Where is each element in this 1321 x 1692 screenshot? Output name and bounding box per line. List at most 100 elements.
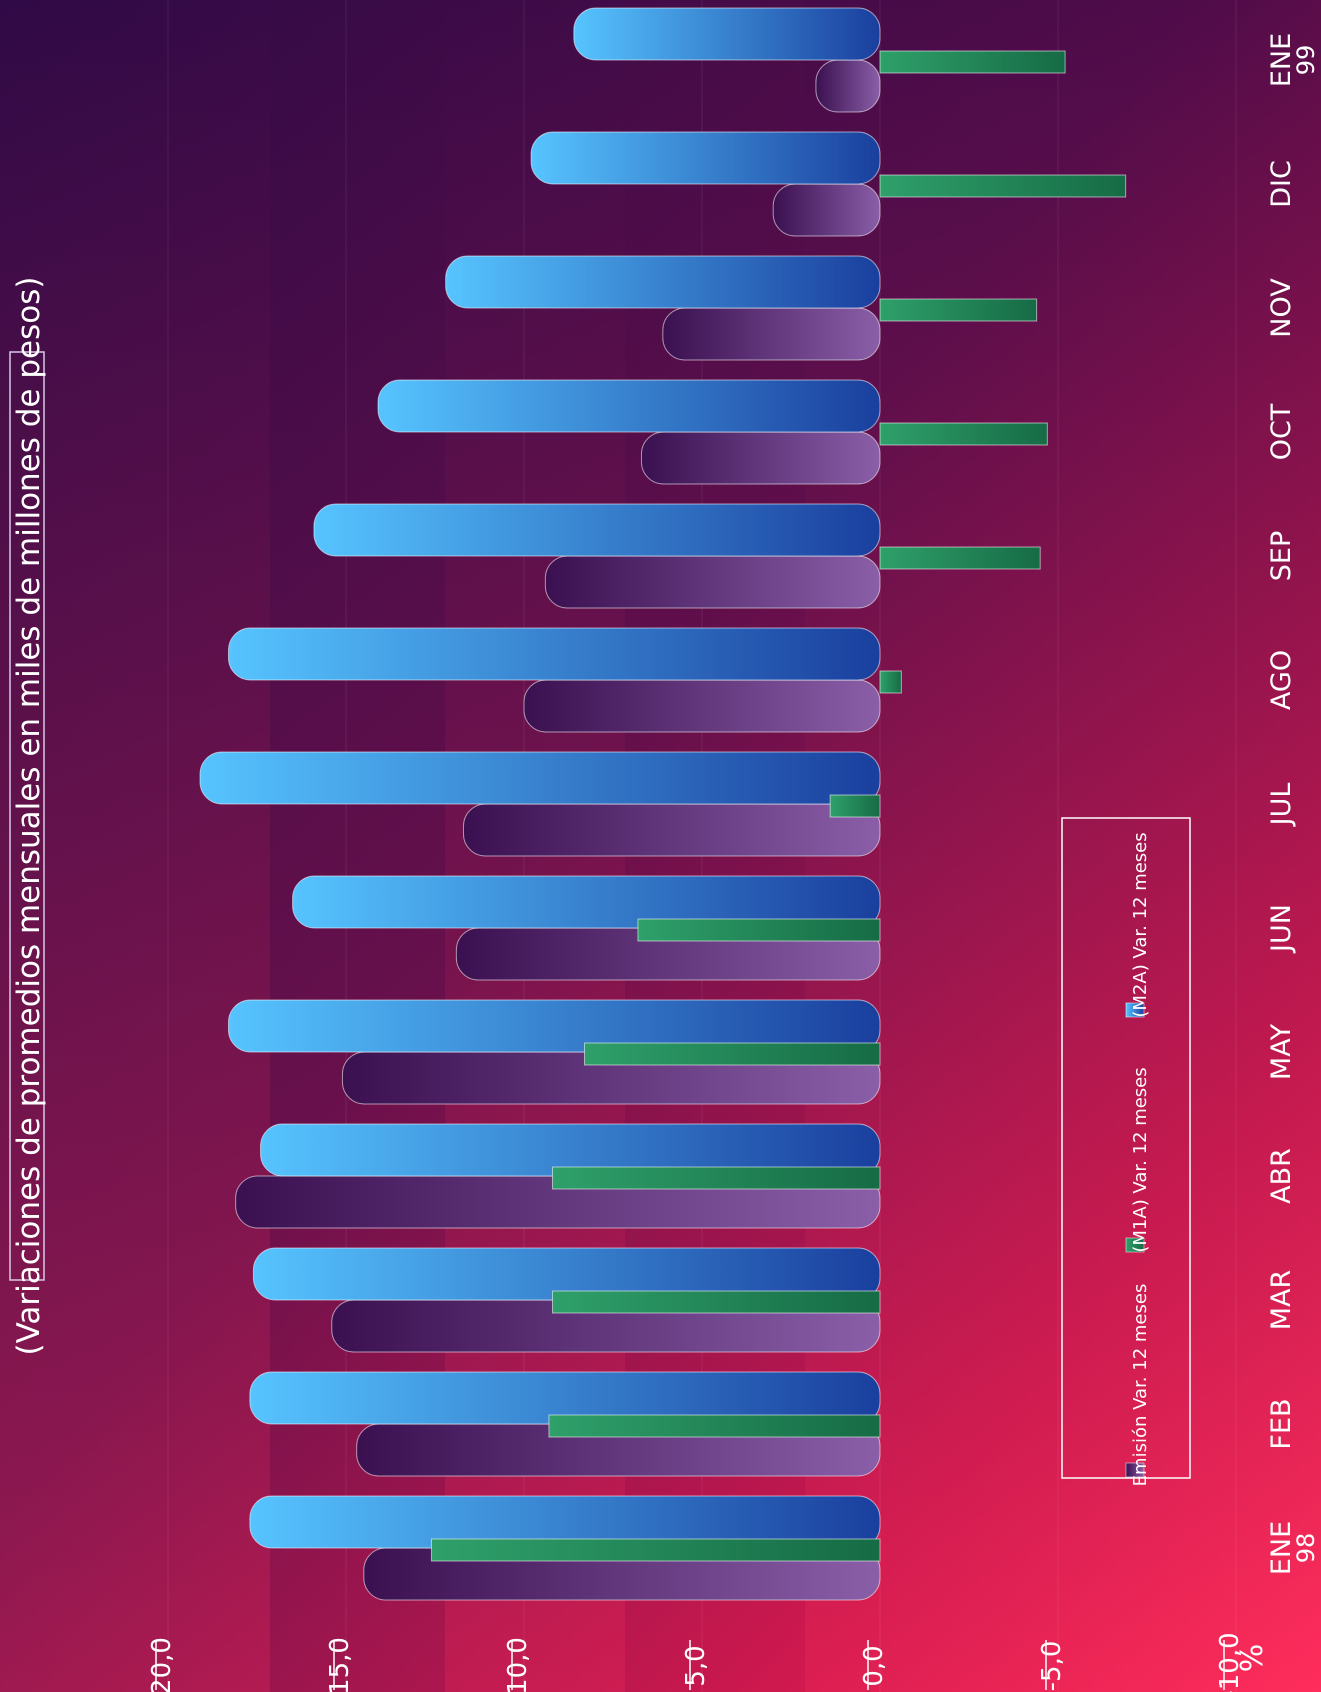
category-group-5 [292, 875, 881, 981]
tick-label-2: 0,0 [859, 1640, 889, 1690]
tick-label-text: 5,0 [681, 1645, 711, 1686]
bar--m2a-var-12-meses [228, 999, 881, 1053]
bar--m2a-var-12-meses [573, 7, 881, 61]
category-group-7 [228, 627, 902, 733]
category-group-9 [377, 379, 1048, 485]
tick-label-3: 5,0 [681, 1640, 711, 1690]
category-label-text: JUL [1266, 783, 1297, 828]
bar--m2a-var-12-meses [377, 379, 881, 433]
bar--m1a-var-12-meses [551, 1166, 881, 1190]
bar-emisi-n-var-12-meses [772, 183, 881, 237]
category-label-1: FEB [1266, 1398, 1297, 1449]
category-group-4 [228, 999, 881, 1105]
category-group-0 [249, 1495, 881, 1601]
category-label-year: 98 [1292, 1533, 1320, 1564]
bar--m2a-var-12-meses [313, 503, 881, 557]
chart-title: (Variaciones de promedios mensuales en m… [11, 277, 47, 1356]
bar--m2a-var-12-meses [199, 751, 881, 805]
category-label-text: ENE [1266, 1521, 1297, 1575]
category-group-2 [252, 1247, 881, 1353]
category-label-9: OCT [1266, 403, 1297, 460]
tick-label-0: -10,0 [1215, 1632, 1245, 1692]
category-label-year: 99 [1292, 45, 1320, 76]
category-label-text: SEP [1266, 531, 1297, 581]
bar--m1a-var-12-meses [548, 1414, 881, 1438]
bar--m2a-var-12-meses [445, 255, 881, 309]
tick-label-text: -10,0 [1215, 1632, 1245, 1692]
value-tick-labels: -10,0 -5,0 0,0 5,0 10,0 15,0 20,0 [147, 1632, 1245, 1692]
bar--m1a-var-12-meses [879, 422, 1048, 446]
category-label-text: FEB [1266, 1398, 1297, 1449]
category-group-12 [573, 7, 1066, 113]
tick-label-text: -5,0 [1037, 1641, 1067, 1692]
category-group-3 [235, 1123, 881, 1229]
bar-emisi-n-var-12-meses [662, 307, 881, 361]
legend-label: (M2A) Var. 12 meses [1130, 832, 1151, 1017]
tick-label-text: 0,0 [859, 1645, 889, 1686]
tick-label-1: -5,0 [1037, 1640, 1067, 1691]
category-label-10: NOV [1266, 278, 1297, 338]
category-label-text: ENE [1266, 33, 1297, 87]
bar--m1a-var-12-meses [430, 1538, 881, 1562]
bar--m1a-var-12-meses [584, 1042, 881, 1066]
category-labels: ENE98FEBMARABRMAYJUNJULAGOSEPOCTNOVDICEN… [1266, 33, 1320, 1575]
bar--m2a-var-12-meses [292, 875, 881, 929]
title-box: (Variaciones de promedios mensuales en m… [9, 277, 47, 1356]
category-label-text: JUN [1266, 904, 1297, 954]
category-group-10 [445, 255, 1038, 361]
category-label-8: SEP [1266, 531, 1297, 581]
bar--m1a-var-12-meses [879, 174, 1127, 198]
category-label-text: MAR [1266, 1270, 1297, 1331]
bar--m1a-var-12-meses [879, 546, 1041, 570]
category-label-3: ABR [1266, 1148, 1297, 1204]
legend-item-2: (M2A) Var. 12 meses [1125, 832, 1151, 1018]
legend-label: (M1A) Var. 12 meses [1130, 1067, 1151, 1252]
category-label-text: DIC [1266, 160, 1297, 208]
category-group-6 [199, 751, 881, 857]
category-group-8 [313, 503, 1041, 609]
legend-item-1: (M1A) Var. 12 meses [1125, 1067, 1151, 1253]
tick-label-text: 10,0 [503, 1637, 533, 1692]
bar--m1a-var-12-meses [637, 918, 881, 942]
tick-label-5: 15,0 [325, 1637, 355, 1692]
bar--m2a-var-12-meses [530, 131, 881, 185]
bar-emisi-n-var-12-meses [544, 555, 881, 609]
category-label-6: JUL [1266, 783, 1297, 828]
legend: Emisión Var. 12 meses (M1A) Var. 12 meses… [1061, 817, 1191, 1487]
category-label-text: ABR [1266, 1148, 1297, 1204]
bar--m1a-var-12-meses [829, 794, 881, 818]
category-label-text: AGO [1266, 650, 1297, 710]
category-label-text: OCT [1266, 403, 1297, 460]
legend-swatch [1125, 1002, 1145, 1018]
bar--m1a-var-12-meses [879, 298, 1038, 322]
bar--m1a-var-12-meses [879, 670, 902, 694]
legend-swatch [1125, 1462, 1145, 1478]
category-group-1 [249, 1371, 881, 1477]
category-label-2: MAR [1266, 1270, 1297, 1331]
bar-emisi-n-var-12-meses [462, 803, 881, 857]
bar-emisi-n-var-12-meses [815, 59, 881, 113]
tick-label-4: 10,0 [503, 1637, 533, 1692]
legend-item-0: Emisión Var. 12 meses [1125, 1284, 1151, 1487]
category-label-7: AGO [1266, 650, 1297, 710]
unit-label: % [1235, 1644, 1270, 1673]
category-label-5: JUN [1266, 904, 1297, 954]
category-group-11 [530, 131, 1127, 237]
bar--m2a-var-12-meses [228, 627, 881, 681]
bar--m1a-var-12-meses [879, 50, 1066, 74]
category-label-4: MAY [1266, 1023, 1297, 1080]
legend-label: Emisión Var. 12 meses [1130, 1284, 1151, 1487]
category-label-text: MAY [1266, 1023, 1297, 1080]
bar-emisi-n-var-12-meses [640, 431, 881, 485]
category-label-11: DIC [1266, 160, 1297, 208]
category-label-text: NOV [1266, 278, 1297, 338]
tick-label-text: 15,0 [325, 1637, 355, 1692]
bar-emisi-n-var-12-meses [523, 679, 881, 733]
bar--m1a-var-12-meses [551, 1290, 881, 1314]
background-band [0, 0, 270, 1692]
bars-group [199, 7, 1127, 1601]
